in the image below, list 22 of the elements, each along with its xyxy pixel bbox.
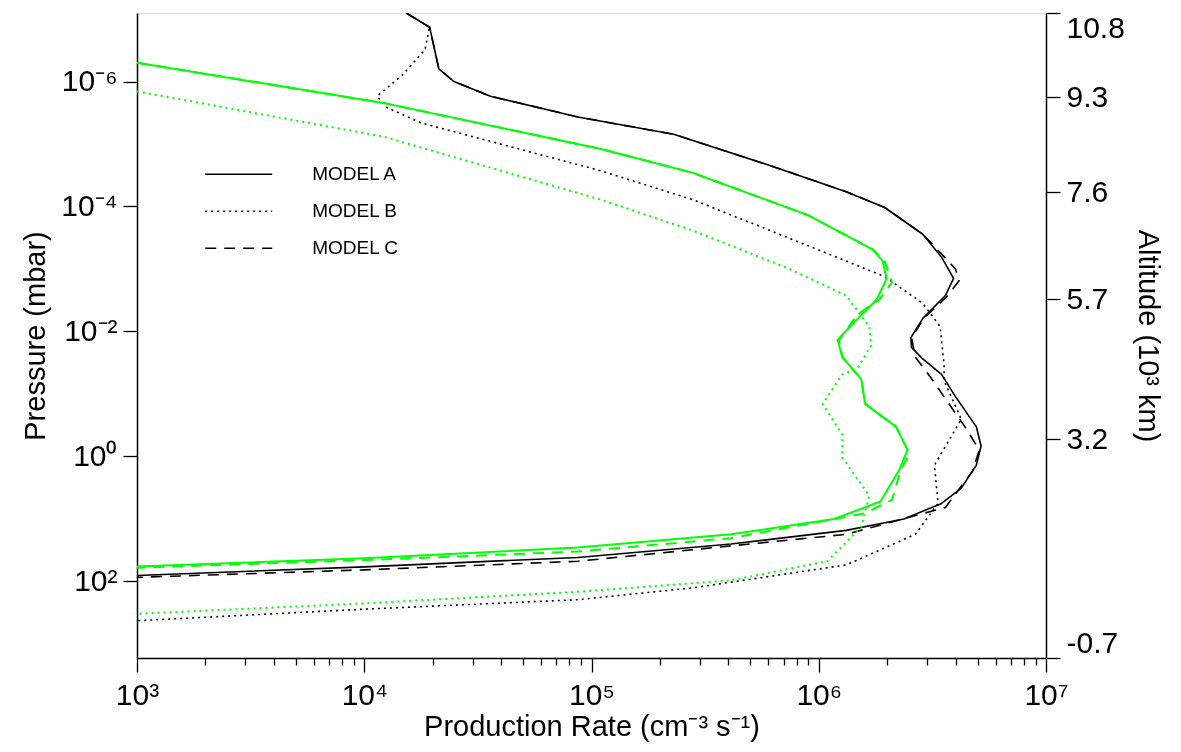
legend-label: MODEL C	[312, 237, 399, 259]
y2-tick-label: 5.7	[1066, 281, 1109, 315]
y2-tick-label: 3.2	[1066, 421, 1109, 455]
x-axis-title: Production Rate (cm⁻³ s⁻¹)	[424, 709, 760, 742]
x-tick-label: 10⁶	[796, 677, 843, 711]
x-tick-label: 10⁴	[341, 677, 388, 711]
y2-tick-label: 10.8	[1066, 10, 1125, 44]
y-tick-label: 10⁻⁴	[61, 188, 118, 222]
y-tick-label: 10⁻²	[64, 313, 118, 347]
y2-tick-label: -0.7	[1066, 625, 1119, 659]
legend-label: MODEL B	[312, 200, 397, 222]
y-tick-label: 10⁰	[73, 438, 118, 472]
x-tick-label: 10³	[115, 677, 160, 711]
x-tick-label: 10⁵	[569, 677, 615, 711]
y-axis-title: Pressure (mbar)	[19, 231, 52, 441]
y2-tick-label: 9.3	[1066, 79, 1109, 113]
y-tick-label: 10²	[74, 563, 118, 597]
y2-axis-title: Altitude (10³ km)	[1132, 229, 1165, 443]
y2-tick-label: 7.6	[1066, 174, 1109, 208]
x-tick-label: 10⁷	[1024, 677, 1069, 711]
legend-label: MODEL A	[312, 163, 397, 185]
y-tick-label: 10⁻⁶	[61, 64, 118, 98]
